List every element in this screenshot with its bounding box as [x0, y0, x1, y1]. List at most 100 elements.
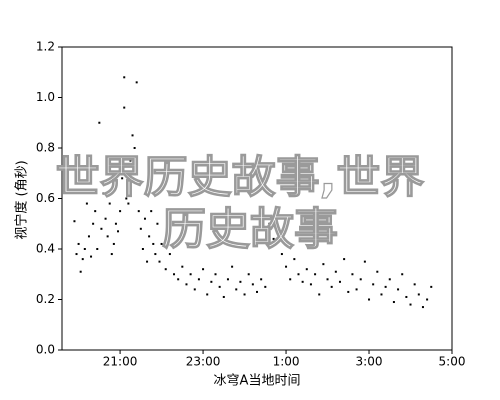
- point: [343, 258, 346, 261]
- point: [156, 222, 159, 225]
- y-tick-label: 0.0: [36, 343, 55, 357]
- point: [218, 285, 221, 288]
- point: [137, 210, 140, 213]
- point: [309, 283, 312, 286]
- point: [430, 285, 433, 288]
- point: [268, 222, 271, 225]
- point: [239, 280, 242, 283]
- point: [177, 278, 180, 281]
- point: [92, 222, 95, 225]
- point: [409, 303, 412, 306]
- x-tick-label: 5:00: [439, 355, 466, 369]
- point: [384, 285, 387, 288]
- point: [363, 260, 366, 263]
- point: [121, 177, 124, 180]
- point: [117, 230, 120, 233]
- point: [297, 273, 300, 276]
- point: [123, 106, 126, 109]
- point: [129, 159, 132, 162]
- point: [154, 253, 157, 256]
- point: [285, 265, 288, 268]
- point: [160, 242, 163, 245]
- point: [247, 273, 250, 276]
- x-tick-label: 1:00: [273, 355, 300, 369]
- point: [372, 283, 375, 286]
- point: [79, 270, 82, 273]
- watermark: 历史故事: [162, 204, 338, 255]
- point: [90, 255, 93, 258]
- point: [125, 197, 128, 200]
- point: [293, 258, 296, 261]
- point: [96, 248, 99, 250]
- point: [289, 278, 292, 281]
- point: [139, 227, 142, 230]
- y-tick-label: 0.4: [36, 242, 55, 256]
- point: [326, 278, 329, 281]
- y-tick-label: 1.2: [36, 40, 55, 54]
- point: [102, 192, 105, 195]
- point: [94, 210, 97, 213]
- point: [106, 235, 109, 238]
- point: [231, 265, 234, 268]
- point: [417, 293, 420, 296]
- point: [376, 270, 379, 273]
- y-tick-label: 0.6: [36, 191, 55, 205]
- point: [338, 280, 341, 283]
- point: [189, 273, 192, 276]
- point: [256, 290, 258, 293]
- point: [314, 273, 317, 276]
- point: [243, 293, 246, 296]
- point: [210, 280, 213, 283]
- y-tick-label: 1.0: [36, 90, 55, 104]
- point: [81, 258, 84, 261]
- point: [193, 288, 196, 291]
- point: [164, 268, 167, 271]
- point: [264, 285, 267, 288]
- point: [148, 235, 151, 238]
- point: [152, 242, 155, 245]
- point: [330, 285, 333, 288]
- point: [276, 227, 279, 230]
- point: [380, 293, 383, 296]
- point: [368, 298, 371, 301]
- point: [318, 293, 321, 296]
- x-tick-label: 3:00: [356, 355, 383, 369]
- x-axis-label: 冰穹A当地时间: [214, 373, 301, 389]
- y-tick-label: 0.8: [36, 141, 55, 155]
- y-tick-label: 0.2: [36, 292, 55, 306]
- point: [141, 248, 144, 250]
- point: [85, 202, 88, 205]
- point: [392, 301, 395, 304]
- y-axis-label: 视宁度 (角秒): [14, 160, 30, 239]
- point: [119, 210, 122, 213]
- point: [104, 217, 107, 220]
- point: [206, 293, 209, 296]
- point: [226, 278, 229, 281]
- point: [133, 147, 136, 149]
- point: [426, 298, 429, 301]
- point: [83, 248, 86, 250]
- point: [413, 283, 416, 286]
- point: [222, 295, 225, 298]
- point: [123, 76, 126, 79]
- point: [235, 288, 238, 291]
- point: [355, 288, 358, 291]
- point: [146, 260, 149, 263]
- point: [158, 260, 161, 263]
- point: [135, 81, 138, 84]
- point: [108, 202, 111, 205]
- point: [143, 217, 146, 220]
- point: [334, 270, 337, 273]
- point: [214, 273, 217, 276]
- point: [202, 268, 205, 271]
- point: [397, 288, 400, 291]
- point: [98, 121, 101, 124]
- point: [114, 222, 117, 225]
- point: [347, 290, 350, 293]
- point: [131, 134, 134, 137]
- point: [322, 263, 325, 266]
- point: [181, 265, 184, 268]
- point: [75, 253, 78, 256]
- point: [112, 242, 115, 245]
